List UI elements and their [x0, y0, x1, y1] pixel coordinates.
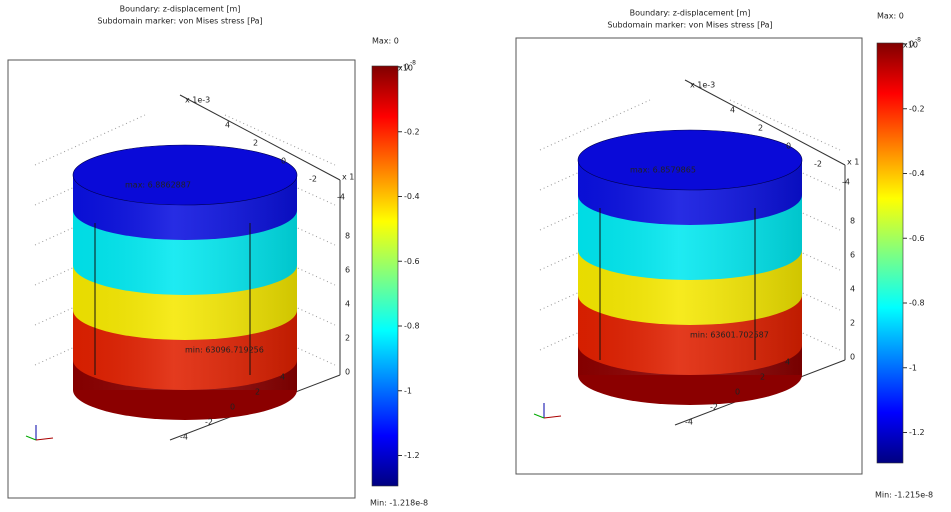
cylinder-shade — [73, 175, 297, 390]
colorbar-tick-label: -0.8 — [909, 299, 925, 308]
cylinder-top — [577, 129, 803, 191]
z-tick-label: 0 — [345, 368, 350, 377]
z-tick-label: 6 — [850, 251, 855, 260]
z-tick-label: 0 — [850, 353, 855, 362]
colorbar — [371, 65, 399, 487]
x-tick-label: -2 — [205, 418, 213, 427]
z-tick-label: 8 — [850, 217, 855, 226]
axis-grid — [224, 114, 336, 166]
triad — [35, 437, 54, 441]
triad — [25, 435, 37, 441]
y-tick-label: -4 — [337, 193, 345, 202]
cylinder-shade — [578, 160, 802, 375]
axis-grid — [539, 99, 651, 151]
axis-scale-label: x 1e-3 — [185, 96, 210, 105]
colorbar — [876, 42, 904, 464]
x-tick-label: 2 — [255, 388, 260, 397]
max-label: Max: 0 — [877, 12, 904, 21]
min-label: Min: -1.215e-8 — [875, 491, 933, 500]
x-tick-label: 0 — [735, 388, 740, 397]
y-tick-label: 4 — [730, 106, 735, 115]
colorbar-tick-label: -0.4 — [404, 192, 420, 201]
triad — [543, 415, 562, 419]
colorbar-tick-label: -1 — [909, 363, 917, 372]
z-tick-label: 2 — [850, 319, 855, 328]
plot-title: Boundary: z-displacement [m] — [630, 9, 751, 18]
colorbar-tick-label: 0 — [909, 40, 914, 49]
x-tick-label: 2 — [760, 373, 765, 382]
max-marker: max: 6.8862887 — [125, 181, 191, 190]
y-tick-label: -2 — [309, 175, 317, 184]
colorbar-tick-label: -1.2 — [404, 451, 420, 460]
y-tick-label: 2 — [758, 124, 763, 133]
x-tick-label: 4 — [785, 358, 790, 367]
x-tick-label: 4 — [280, 373, 285, 382]
min-label: Min: -1.218e-8 — [370, 499, 428, 508]
triad — [533, 413, 545, 419]
z-tick-label: 8 — [345, 232, 350, 241]
colorbar-tick-label: -0.4 — [909, 169, 925, 178]
y-tick-label: 0 — [786, 142, 791, 151]
max-label: Max: 0 — [372, 37, 399, 46]
plot-subtitle: Subdomain marker: von Mises stress [Pa] — [97, 17, 262, 26]
min-marker: min: 63096.719256 — [185, 346, 264, 355]
axis-grid — [34, 114, 146, 166]
colorbar-tick-label: -0.8 — [404, 322, 420, 331]
colorbar-tick-label: -0.6 — [404, 257, 420, 266]
colorbar-tick-label: -0.2 — [404, 127, 420, 136]
axis-scale-label: x 1e-3 — [690, 81, 715, 90]
axis-line — [179, 94, 341, 181]
colorbar-exponent: -8 — [410, 60, 416, 67]
min-marker: min: 63601.702587 — [690, 331, 769, 340]
y-tick-label: 4 — [225, 121, 230, 130]
cylinder-top — [72, 144, 298, 206]
x-tick-label: 0 — [230, 403, 235, 412]
colorbar-scale: x10 — [903, 41, 918, 50]
z-tick-label: 2 — [345, 334, 350, 343]
colorbar-tick-label: -1 — [404, 386, 412, 395]
axis-grid — [729, 99, 841, 151]
x-tick-label: -4 — [685, 418, 693, 427]
colorbar-tick-label: -1.2 — [909, 428, 925, 437]
z-scale-label: x 1 — [342, 173, 354, 182]
colorbar-tick-label: -0.2 — [909, 104, 925, 113]
axis-line — [684, 79, 846, 166]
plot-title: Boundary: z-displacement [m] — [120, 5, 241, 14]
colorbar-exponent: -8 — [915, 37, 921, 44]
z-tick-label: 4 — [850, 285, 855, 294]
plot-subtitle: Subdomain marker: von Mises stress [Pa] — [607, 21, 772, 30]
y-tick-label: 0 — [281, 157, 286, 166]
z-scale-label: x 1 — [847, 158, 859, 167]
z-tick-label: 6 — [345, 266, 350, 275]
y-tick-label: -4 — [842, 178, 850, 187]
z-tick-label: 4 — [345, 300, 350, 309]
x-tick-label: -2 — [710, 403, 718, 412]
y-tick-label: -2 — [814, 160, 822, 169]
max-marker: max: 6.8579865 — [630, 166, 696, 175]
colorbar-tick-label: 0 — [404, 63, 409, 72]
colorbar-scale: x10 — [398, 64, 413, 73]
y-tick-label: 2 — [253, 139, 258, 148]
colorbar-tick-label: -0.6 — [909, 234, 925, 243]
x-tick-label: -4 — [180, 433, 188, 442]
